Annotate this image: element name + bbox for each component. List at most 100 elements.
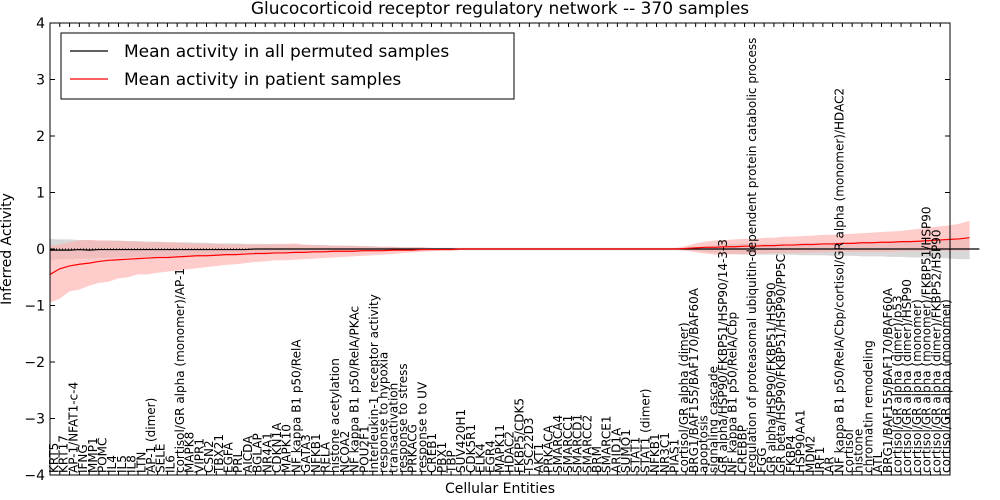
series-line-patient: [49, 237, 970, 275]
x-tick-label: Interleukin-1 receptor activity: [367, 294, 381, 473]
x-tick-label: FGG: [755, 447, 769, 473]
x-tick-label: NF kappa B1 p50/RelA/PKAc: [348, 306, 362, 473]
x-tick-label: IL4: [105, 455, 119, 473]
x-tick-label: cortisol/GR alpha (dimer): [677, 322, 691, 473]
legend-label-permuted: Mean activity in all permuted samples: [124, 42, 449, 62]
x-tick-label: STAT1 (dimer): [638, 389, 652, 473]
x-tick-label: CDKN1A: [270, 422, 284, 473]
x-tick-label: cortisol/GR alpha (monomer): [910, 299, 924, 473]
x-tick-label: CREBBP: [735, 425, 749, 473]
x-tick-label: GATA3: [299, 434, 313, 473]
x-tick-label: SMARCC2: [580, 415, 594, 473]
y-tick-label: −4: [24, 468, 45, 484]
y-tick-label: 2: [36, 129, 45, 145]
x-tick-label: SUMO1: [619, 429, 633, 473]
x-tick-label: NF kappa B1 p50/RelA/Cbp: [726, 312, 740, 473]
y-tick-label: −2: [24, 355, 45, 371]
x-tick-label: EGFA: [222, 441, 236, 473]
x-tick-label: BRG1/BAF155/BAF170/BAF60A: [687, 287, 701, 473]
x-tick-label: MDM2: [803, 435, 817, 473]
x-tick-label: LTN: [134, 452, 148, 473]
x-tick-label: SUV420H1: [454, 409, 468, 473]
x-tick-label: BRG1/BAF155/BAF170/BAF60A: [881, 287, 895, 473]
x-tick-label: NCOA2: [338, 431, 352, 473]
x-tick-label: apoptosis: [697, 415, 711, 473]
x-tick-label: TSC22D3: [522, 418, 536, 474]
x-tick-label: MMP1: [86, 437, 100, 473]
y-tick-label: 3: [36, 73, 45, 89]
x-axis: KRT5KRT17AP-1/NFAT1-c-4IFNGMMP1POMCIL4IL…: [47, 23, 953, 475]
y-tick-label: 1: [36, 186, 45, 202]
x-tick-label: ELK4: [474, 443, 488, 473]
x-tick-label: VIPR1: [192, 438, 206, 473]
x-tick-label: MAPK10: [280, 424, 294, 473]
chart-title: Glucocorticoid receptor regulatory netwo…: [251, 0, 749, 19]
x-tick-label: POMC: [95, 438, 109, 473]
x-tick-label: PRKACG: [406, 424, 420, 473]
x-tick-label: cortisol: [842, 429, 856, 473]
legend-label-patient: Mean activity in patient samples: [124, 70, 401, 90]
series-lines: [49, 237, 980, 275]
x-tick-label: FKBP5/CDK5: [512, 398, 526, 473]
x-tick-label: TBX21: [212, 434, 226, 474]
x-tick-label: KRT5: [47, 443, 61, 473]
x-tick-label: RELA: [318, 441, 332, 473]
x-tick-label: IL8: [125, 455, 139, 473]
x-tick-label: HDAC2: [503, 431, 517, 473]
y-axis-label: Inferred Activity: [0, 193, 15, 305]
x-tick-label: POU2F1: [357, 425, 371, 473]
x-tick-label: cortisol/GR alpha (dimer)/FKBP52/HSP90: [929, 230, 943, 473]
x-tick-label: cortisol/GR alpha (monomer): [939, 299, 953, 473]
x-tick-label: cortisol/GR alpha (dimer)/HSP90: [900, 279, 914, 473]
x-tick-label: GR alpha/HSP90/FKBP51/HSP90/14-3-3: [716, 239, 730, 473]
x-tick-label: CSN2: [202, 440, 216, 473]
legend: Mean activity in all permuted samples Me…: [60, 32, 515, 100]
x-tick-label: cortisol/GR alpha (monomer)/AP-1: [173, 268, 187, 473]
x-tick-label: TBP: [445, 450, 459, 474]
x-tick-label: response to hypoxia: [377, 352, 391, 473]
y-tick-label: −3: [24, 412, 45, 428]
x-tick-label: histone: [852, 429, 866, 473]
x-tick-label: IFNG: [76, 444, 90, 473]
x-tick-label: AKT1: [532, 443, 546, 473]
x-tick-label: NFKB1: [648, 433, 662, 473]
x-tick-label: MAPK11: [493, 424, 507, 473]
x-tick-label: GR alpha/HSP90/FKBP51/HSP90: [764, 282, 778, 473]
x-tick-label: CREB1: [425, 433, 439, 473]
x-tick-label: signaling cascade: [706, 366, 720, 473]
x-tick-label: MAPK8: [183, 432, 197, 473]
x-axis-label: Cellular Entities: [445, 481, 555, 497]
x-tick-label: PBX1: [435, 442, 449, 473]
x-tick-label: ARID1A: [609, 427, 623, 473]
x-tick-label: SELE: [154, 444, 168, 473]
x-tick-label: histone acetylation: [328, 358, 342, 473]
x-tick-label: BRM: [590, 446, 604, 473]
x-tick-label: EGR4: [483, 440, 497, 473]
x-tick-label: NR3C1: [658, 432, 672, 473]
x-tick-label: GR beta/HSP90/FKBP51/HSP90/PP5C: [774, 254, 788, 473]
x-tick-label: cortisol/GR alpha (monomer)/FKBP51/HSP90: [920, 206, 934, 473]
x-tick-label: IRF1: [813, 447, 827, 473]
x-tick-label: response to UV: [415, 381, 429, 473]
y-tick-label: 4: [36, 16, 45, 32]
x-tick-label: cortisol/GR alpha (dimer)/p53: [891, 295, 905, 473]
x-tick-label: FKBP4: [784, 435, 798, 473]
x-tick-label: chromatin remodeling: [861, 340, 875, 473]
x-tick-label: SMARCC1: [561, 415, 575, 473]
y-tick-label: −1: [24, 299, 45, 315]
x-tick-label: IL5: [115, 455, 129, 473]
x-tick-label: NF kappa B1 p50/RelA: [289, 339, 303, 473]
x-tick-label: PRKACA: [541, 424, 555, 473]
x-tick-label: KRT17: [57, 435, 71, 473]
x-tick-label: SMARCD1: [571, 414, 585, 473]
x-tick-label: AR: [823, 456, 837, 473]
x-tick-label: NF kappa B1 p50/RelA/Cbp/cortisol/GR alp…: [832, 88, 846, 473]
x-tick-label: SMARCE1: [600, 415, 614, 473]
x-tick-label: HSP90AA1: [794, 409, 808, 473]
x-tick-label: AICDA: [241, 435, 255, 473]
x-tick-label: CDK5R1: [464, 424, 478, 473]
x-tick-label: transactivation: [386, 383, 400, 473]
x-tick-label: SMARCA4: [551, 415, 565, 473]
legend-frame: [60, 32, 515, 100]
band-patient: [50, 220, 970, 303]
